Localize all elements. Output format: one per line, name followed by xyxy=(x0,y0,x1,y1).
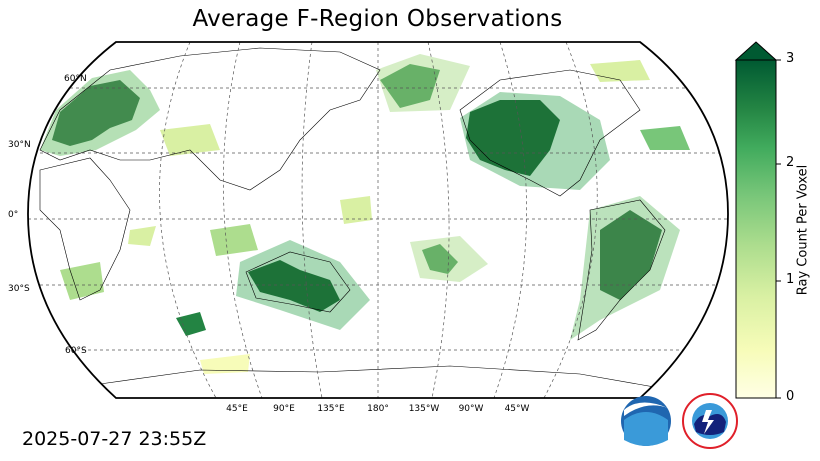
coastline-africa xyxy=(39,157,131,301)
data-patch-scatter-7 xyxy=(200,354,250,374)
data-patch-scatter-1 xyxy=(340,196,372,224)
lat-label-0: 0° xyxy=(8,210,19,220)
graticule xyxy=(28,42,728,398)
lat-label-30n: 30°N xyxy=(8,140,31,150)
data-patch-scatter-4 xyxy=(60,262,104,300)
gridline-lon-90e xyxy=(223,42,263,398)
lon-label-180: 180° xyxy=(367,404,389,414)
lon-label-135e: 135°E xyxy=(317,404,345,414)
lat-label-60s: 60°S xyxy=(65,346,87,356)
map-content xyxy=(28,42,728,398)
gridline-lon-135w xyxy=(427,42,450,398)
lon-label-90w: 90°W xyxy=(458,404,484,414)
lon-label-45w: 45°W xyxy=(504,404,530,414)
colorbar-label: Ray Count Per Voxel xyxy=(795,164,811,296)
timestamp: 2025-07-27 23:55Z xyxy=(22,428,207,450)
data-patch-scatter-2 xyxy=(210,224,258,256)
colorbar-tick-label-1: 1 xyxy=(786,272,795,287)
data-patch-europe-halo xyxy=(40,70,160,156)
colorbar-tick-label-0: 0 xyxy=(786,389,795,404)
colorbar-tick-label-2: 2 xyxy=(786,155,795,170)
data-patches xyxy=(40,54,690,374)
data-patch-north-america-halo xyxy=(460,92,610,190)
data-patch-scatter-8 xyxy=(590,60,650,82)
noaa-logo xyxy=(621,396,671,446)
data-patch-scatter-3 xyxy=(128,226,156,246)
data-patch-indian xyxy=(176,312,206,336)
coastline-south-america xyxy=(577,199,666,341)
data-patch-scatter-5 xyxy=(640,126,690,150)
data-patch-north-america xyxy=(466,100,560,176)
coastline-australia xyxy=(245,251,351,313)
data-patch-scatter-6 xyxy=(160,124,220,156)
map-title: Average F-Region Observations xyxy=(192,6,563,32)
data-patch-australia xyxy=(248,260,340,312)
coastlines xyxy=(39,47,666,389)
lon-label-90e: 90°E xyxy=(273,404,295,414)
data-patch-arctic-halo xyxy=(376,54,470,112)
gridline-lon-90w xyxy=(493,42,527,398)
data-patch-south-america-halo xyxy=(570,196,680,340)
colorbar-tick-label-3: 3 xyxy=(786,51,795,66)
lat-label-60n: 60°N xyxy=(64,74,87,84)
coastline-north-america xyxy=(459,69,641,197)
lon-label-45e: 45°E xyxy=(226,404,248,414)
lon-label-135w: 135°W xyxy=(408,404,440,414)
colorbar-body xyxy=(735,59,777,399)
gridline-lon-45w xyxy=(543,42,598,398)
data-patch-australia-halo xyxy=(236,240,370,330)
lat-label-30s: 30°S xyxy=(8,284,30,294)
gridline-lon-45e xyxy=(159,42,217,398)
data-patch-pacific-halo xyxy=(410,236,488,282)
colorbar-extend-arrow xyxy=(734,41,778,61)
coastline-antarctica xyxy=(99,365,661,389)
nws-logo xyxy=(682,393,738,449)
colorbar xyxy=(734,41,781,399)
coastline-eurasia xyxy=(39,47,381,191)
